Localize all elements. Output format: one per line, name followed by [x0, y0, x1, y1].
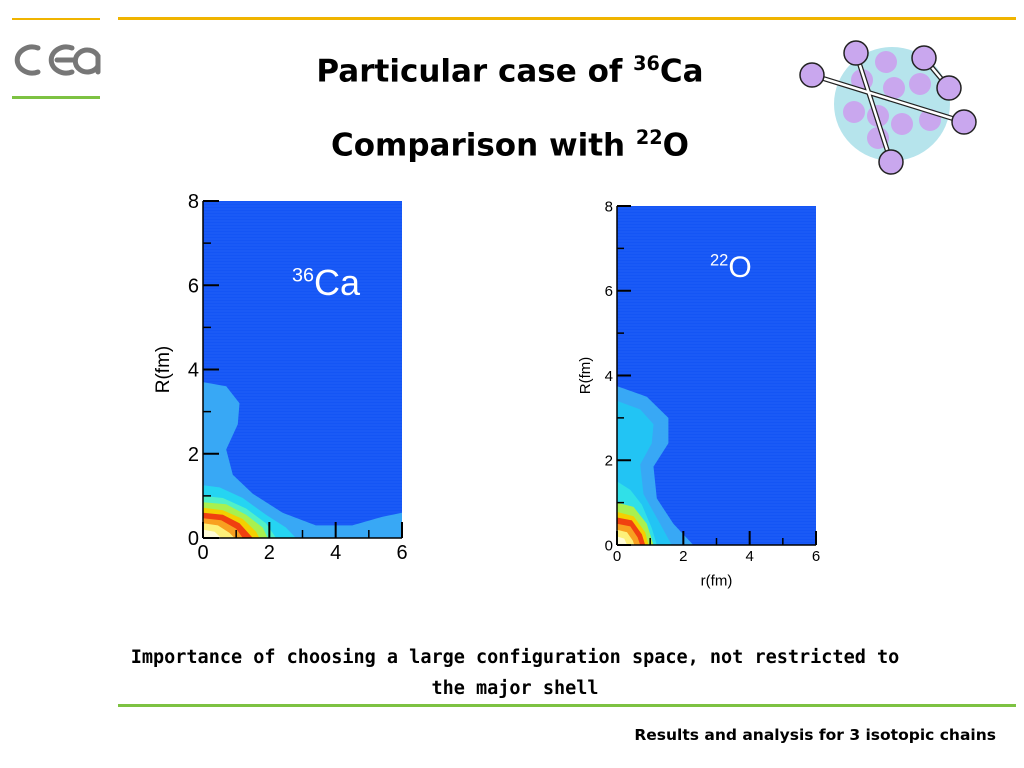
panel-label: 22O: [710, 251, 752, 284]
title-line2-element: O: [662, 127, 690, 164]
axes: 0 2 4 6 8 0 2 4 6: [605, 198, 821, 564]
y-tick-label: 4: [188, 360, 199, 382]
cea-logo: cea: [14, 44, 101, 76]
conclusion-line1: Importance of choosing a large configura…: [130, 647, 900, 668]
y-tick-label: 6: [605, 283, 613, 300]
contour-level-1: [203, 382, 402, 538]
y-tick-label: 6: [188, 275, 199, 297]
panel-label-element: Ca: [314, 262, 361, 303]
title-line2-text: Comparison with: [330, 127, 626, 164]
title-line1-element: Ca: [659, 53, 704, 90]
page-subtitle: Comparison with 22O: [200, 126, 820, 163]
y-tick-label: 8: [605, 198, 613, 215]
chart-ca36: 0 2 4 6 8 0 2 4 6 R(fm) 36Ca: [153, 191, 408, 564]
x-tick-label: 0: [197, 542, 208, 564]
y-tick-label: 4: [605, 368, 613, 385]
nucleus-illustration-icon: [799, 40, 977, 175]
x-tick-label: 4: [330, 542, 341, 564]
panel-label-superscript: 22: [710, 252, 728, 270]
y-tick-label: 8: [188, 191, 199, 213]
axes: 0 2 4 6 8 0 2 4 6: [188, 191, 408, 564]
bottom-rule: [118, 704, 1016, 707]
title-line1-superscript: 36: [633, 52, 660, 75]
page-title: Particular case of 36Ca: [200, 52, 820, 89]
y-tick-label: 2: [605, 453, 613, 470]
panel-label-superscript: 36: [292, 264, 314, 286]
x-tick-label: 4: [745, 548, 753, 565]
title-line1-text: Particular case of: [316, 53, 623, 90]
x-tick-label: 2: [264, 542, 275, 564]
x-tick-label: 2: [679, 548, 687, 565]
plot-scanlines: [617, 207, 816, 545]
title-line2-superscript: 22: [635, 126, 663, 149]
contour-level-9: [617, 536, 627, 545]
footer-text: Results and analysis for 3 isotopic chai…: [634, 726, 996, 744]
top-rule: [118, 17, 1016, 20]
y-tick-label: 2: [188, 444, 199, 466]
y-tick-label: 0: [188, 528, 199, 550]
contour-level-9: [203, 529, 222, 538]
x-tick-label: 0: [613, 548, 621, 565]
chart-o22: 0 2 4 6 8 0 2 4 6 R(fm) r(fm) 22O: [577, 198, 821, 590]
x-tick-label: 6: [812, 548, 820, 565]
logo-underline: [12, 96, 100, 99]
outer-nucleons: [799, 40, 977, 175]
conclusion-line2: the major shell: [431, 678, 599, 699]
panel-label: 36Ca: [292, 262, 361, 303]
plot-scanlines: [203, 202, 402, 537]
plot-area: [203, 201, 402, 538]
y-axis-label: R(fm): [153, 346, 174, 393]
y-axis-label: R(fm): [577, 357, 594, 395]
top-left-rule: [12, 18, 100, 20]
plot-area: [617, 206, 816, 545]
panel-label-element: O: [728, 251, 751, 284]
x-tick-label: 6: [396, 542, 407, 564]
x-axis-label: r(fm): [701, 573, 733, 590]
conclusion-text: Importance of choosing a large configura…: [60, 642, 970, 704]
y-tick-label: 0: [605, 537, 613, 554]
